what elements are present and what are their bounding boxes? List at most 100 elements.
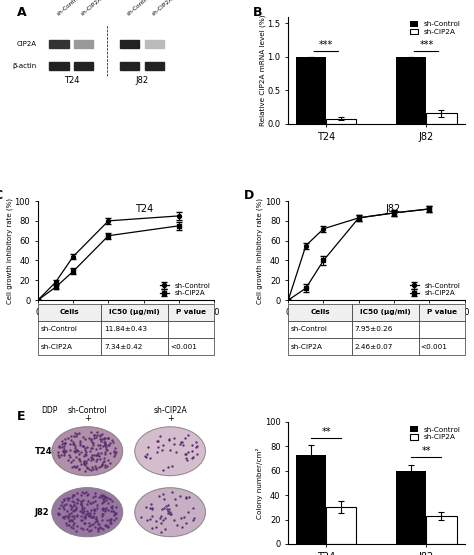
Point [86,511,93,519]
Point [76,507,83,516]
Point [92,451,100,460]
Text: ***: *** [319,40,333,50]
Point [83,507,91,516]
Point [106,514,113,523]
Point [88,462,96,471]
Point [111,509,118,518]
Point [99,460,106,469]
Point [101,441,109,450]
Point [66,453,74,462]
Point [90,512,97,521]
Point [146,454,154,463]
Point [83,463,91,472]
Point [165,435,173,444]
Point [74,495,82,504]
Point [78,488,86,497]
Point [64,433,72,442]
Point [111,450,119,458]
Bar [74,62,93,70]
Point [137,512,145,521]
Point [82,488,89,497]
Point [192,437,200,446]
Point [65,451,73,460]
Point [67,516,75,524]
Point [94,451,101,460]
Text: sh-CIP2A: sh-CIP2A [153,406,187,415]
Point [88,451,96,460]
Point [86,527,93,536]
Point [83,442,91,451]
Bar [326,119,356,124]
Point [110,508,118,517]
Point [69,491,76,500]
Point [82,459,90,468]
Point [96,522,103,531]
Point [106,516,114,524]
Point [101,504,109,513]
Point [63,493,71,502]
Point [82,457,90,466]
Point [102,521,109,529]
Point [83,491,91,500]
Point [82,447,90,456]
Point [108,503,116,512]
Point [60,448,68,457]
Text: J82: J82 [35,508,49,517]
Point [69,437,76,446]
Point [158,445,165,454]
Point [66,446,74,455]
Text: B: B [253,6,263,19]
Point [71,441,79,450]
Point [61,435,68,443]
Point [94,524,102,533]
Point [55,509,63,518]
Point [90,508,98,517]
Point [110,451,118,460]
Point [184,431,191,440]
Point [98,505,105,514]
Point [97,436,105,445]
Point [101,493,109,502]
Point [148,505,156,514]
Point [82,461,89,470]
Point [72,432,79,441]
Point [90,431,98,440]
Point [73,489,80,498]
Point [77,524,84,533]
Point [75,428,83,437]
Point [91,504,98,513]
Point [56,443,64,452]
Point [86,499,94,508]
Point [99,441,107,450]
Point [147,500,155,509]
Point [61,504,68,513]
Point [99,430,106,438]
Point [111,443,119,452]
Point [59,513,67,522]
Point [97,435,104,443]
Text: ***: *** [419,40,434,50]
Point [73,430,81,438]
Point [80,457,88,466]
Point [100,491,108,500]
Point [85,433,92,442]
Point [105,493,112,502]
Point [60,442,68,451]
Point [102,440,109,448]
Point [162,502,170,511]
Point [92,456,100,465]
Point [110,516,118,524]
Point [103,461,111,470]
Point [89,512,97,521]
Point [68,497,76,506]
Point [63,512,71,521]
Point [70,518,78,527]
Point [170,516,177,524]
Point [98,509,105,518]
Point [73,461,81,470]
Point [66,440,74,448]
Text: sh-CIP2A: sh-CIP2A [81,0,104,17]
Point [182,433,189,442]
Point [101,441,109,450]
Point [182,518,190,527]
